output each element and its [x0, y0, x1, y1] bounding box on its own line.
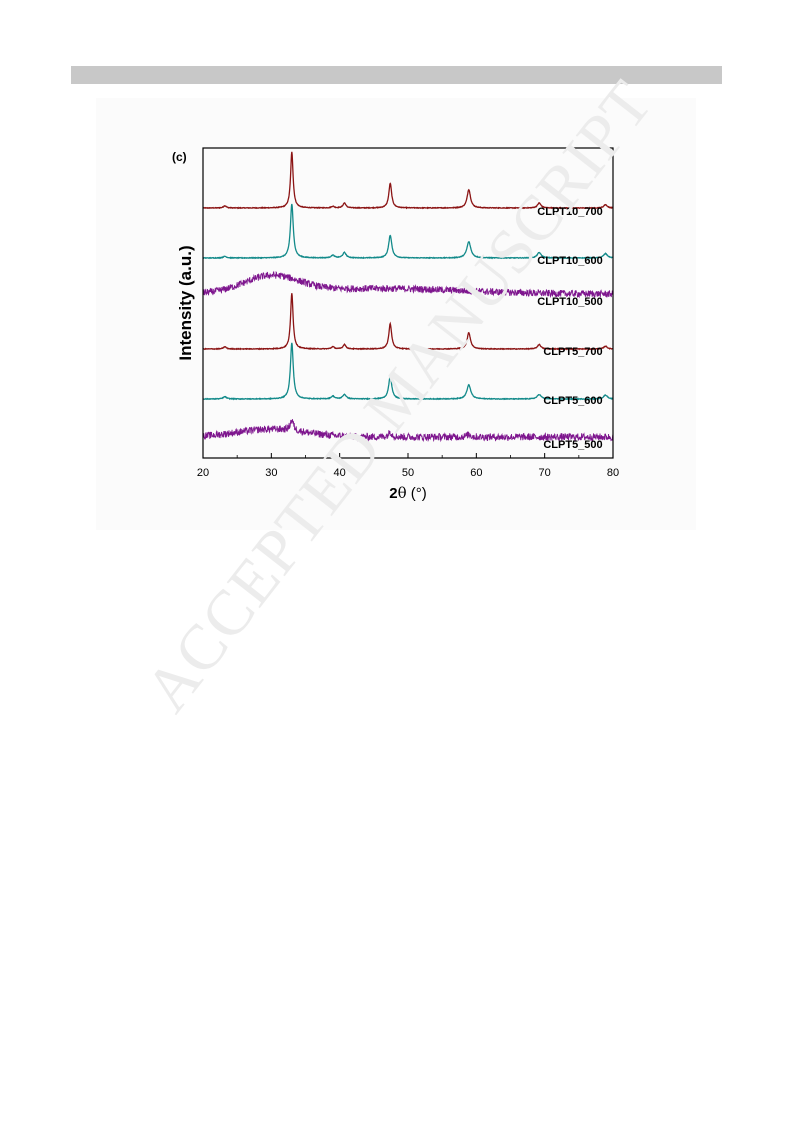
x-axis-label-prefix: 2 — [389, 485, 397, 502]
figure-panel: 20 30 40 50 60 70 80 CLPT10_700 CLPT10_600 CLPT1… — [96, 98, 696, 530]
x-tick-label: 20 — [197, 467, 209, 479]
x-tick-label: 50 — [402, 467, 414, 479]
series-label-clpt10-500: CLPT10_500 — [537, 296, 602, 308]
x-axis-label-suffix: (°) — [407, 485, 427, 502]
x-axis-label-symbol: θ — [398, 484, 407, 502]
x-tick-label: 80 — [607, 467, 619, 479]
series-label-clpt5-500: CLPT5_500 — [543, 439, 602, 451]
traces-group — [202, 151, 614, 443]
series-label-clpt5-700: CLPT5_700 — [543, 346, 602, 358]
series-line-clpt10-500 — [202, 270, 614, 299]
y-axis-label: Intensity (a.u.) — [176, 245, 195, 360]
series-line-clpt10-700 — [202, 151, 614, 210]
trace-labels-group: CLPT10_700 CLPT10_600 CLPT10_500 CLPT5_700 C… — [537, 206, 602, 451]
x-axis-label: 2θ (°) — [389, 484, 427, 502]
series-label-clpt5-600: CLPT5_600 — [543, 395, 602, 407]
header-bar — [71, 66, 722, 84]
x-ticks-group: 20 30 40 50 60 70 80 — [197, 453, 619, 479]
series-line-clpt5-700 — [202, 293, 614, 351]
x-tick-label: 30 — [265, 467, 277, 479]
xrd-chart: 20 30 40 50 60 70 80 CLPT10_700CLPT10_600CLPT1… — [172, 147, 619, 502]
series-line-clpt10-600 — [202, 203, 614, 260]
series-label-clpt10-600: CLPT10_600 — [537, 255, 602, 267]
series-line-clpt5-500 — [202, 419, 614, 443]
series-line-clpt5-600 — [202, 342, 614, 401]
series-label-clpt10-700: CLPT10_700 — [537, 206, 602, 218]
x-tick-label: 40 — [334, 467, 346, 479]
panel-label: (c) — [172, 150, 187, 164]
x-tick-label: 60 — [470, 467, 482, 479]
x-tick-label: 70 — [539, 467, 551, 479]
